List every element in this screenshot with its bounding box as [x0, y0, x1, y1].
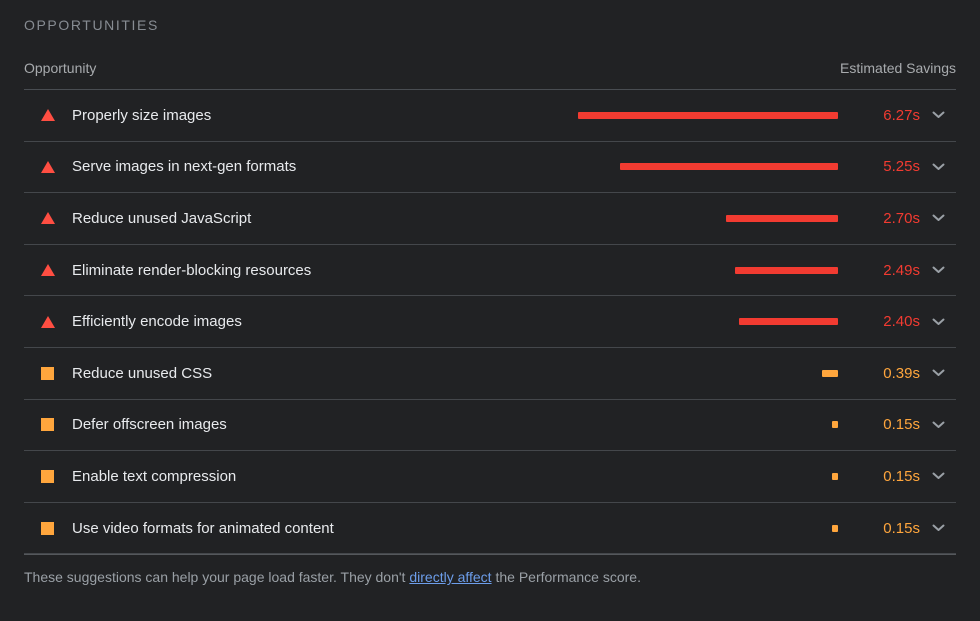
opportunity-row[interactable]: Serve images in next-gen formats 5.25s: [24, 142, 956, 194]
severity-icon-cell: [24, 212, 72, 225]
opportunities-section: OPPORTUNITIES Opportunity Estimated Savi…: [0, 17, 980, 621]
expand-toggle[interactable]: [920, 369, 956, 377]
expand-toggle[interactable]: [920, 266, 956, 274]
savings-value: 2.70s: [883, 209, 920, 227]
opportunity-row[interactable]: Enable text compression 0.15s: [24, 451, 956, 503]
opportunity-row[interactable]: Efficiently encode images 2.40s: [24, 296, 956, 348]
expand-toggle[interactable]: [920, 524, 956, 532]
savings-bar: [821, 369, 838, 377]
footnote: These suggestions can help your page loa…: [24, 554, 956, 585]
footnote-text-after: the Performance score.: [491, 569, 641, 586]
triangle-icon: [41, 264, 55, 277]
chevron-down-icon: [932, 163, 944, 170]
severity-icon-cell: [24, 366, 72, 380]
savings-bar-track: [578, 318, 838, 326]
chevron-down-icon: [932, 318, 944, 325]
severity-icon-cell: [24, 521, 72, 535]
savings-bar: [831, 524, 838, 532]
savings-bar-track: [578, 214, 838, 222]
expand-toggle[interactable]: [920, 421, 956, 429]
opportunity-label: Properly size images: [72, 106, 212, 124]
column-header-estimated-savings: Estimated Savings: [840, 60, 956, 76]
savings-bar: [578, 111, 838, 119]
expand-toggle[interactable]: [920, 214, 956, 222]
savings-bar-track: [578, 111, 838, 119]
expand-toggle[interactable]: [920, 318, 956, 326]
severity-icon-cell: [24, 264, 72, 277]
savings-bar: [738, 318, 838, 326]
severity-icon-cell: [24, 418, 72, 432]
expand-toggle[interactable]: [920, 472, 956, 480]
opportunity-label: Defer offscreen images: [72, 416, 227, 434]
severity-icon-cell: [24, 469, 72, 483]
triangle-icon: [41, 315, 55, 328]
savings-bar-track: [578, 421, 838, 429]
opportunity-label: Use video formats for animated content: [72, 519, 334, 537]
savings-value: 2.49s: [883, 261, 920, 279]
table-header-row: Opportunity Estimated Savings: [24, 60, 956, 90]
savings-bar-track: [578, 472, 838, 480]
severity-icon-cell: [24, 315, 72, 328]
savings-bar-track: [578, 369, 838, 377]
footnote-text-before: These suggestions can help your page loa…: [24, 569, 410, 586]
directly-affect-link[interactable]: directly affect: [409, 569, 492, 586]
opportunity-row[interactable]: Use video formats for animated content 0…: [24, 503, 956, 555]
savings-value: 0.15s: [883, 467, 920, 485]
chevron-down-icon: [932, 111, 944, 119]
savings-bar-track: [578, 163, 838, 171]
chevron-down-icon: [932, 421, 944, 428]
triangle-icon: [41, 109, 55, 122]
square-icon: [41, 366, 54, 380]
savings-bar: [620, 163, 838, 171]
opportunities-list: Properly size images 6.27s Serve images …: [24, 90, 956, 555]
opportunity-label: Reduce unused CSS: [72, 364, 213, 382]
savings-value: 6.27s: [883, 106, 920, 124]
savings-value: 0.15s: [883, 416, 920, 434]
savings-bar: [734, 266, 838, 274]
opportunity-label: Serve images in next-gen formats: [72, 158, 297, 176]
chevron-down-icon: [932, 472, 944, 480]
chevron-down-icon: [932, 524, 944, 532]
savings-bar: [726, 214, 838, 222]
chevron-down-icon: [932, 214, 944, 222]
savings-value: 0.15s: [883, 519, 920, 537]
square-icon: [41, 469, 54, 483]
opportunity-row[interactable]: Reduce unused CSS 0.39s: [24, 348, 956, 400]
square-icon: [41, 418, 54, 432]
savings-bar-track: [578, 524, 838, 532]
severity-icon-cell: [24, 109, 72, 122]
expand-toggle[interactable]: [920, 163, 956, 171]
column-header-opportunity: Opportunity: [24, 60, 97, 76]
savings-bar-track: [578, 266, 838, 274]
section-title: OPPORTUNITIES: [24, 17, 159, 33]
savings-value: 2.40s: [883, 313, 920, 331]
savings-bar: [831, 421, 838, 429]
opportunity-row[interactable]: Properly size images 6.27s: [24, 90, 956, 142]
opportunity-label: Reduce unused JavaScript: [72, 209, 252, 227]
opportunity-label: Enable text compression: [72, 467, 237, 485]
severity-icon-cell: [24, 160, 72, 173]
opportunity-label: Eliminate render-blocking resources: [72, 261, 312, 279]
triangle-icon: [41, 160, 55, 173]
opportunity-label: Efficiently encode images: [72, 313, 242, 331]
chevron-down-icon: [932, 266, 944, 274]
chevron-down-icon: [932, 369, 944, 377]
triangle-icon: [41, 212, 55, 225]
opportunity-row[interactable]: Reduce unused JavaScript 2.70s: [24, 193, 956, 245]
opportunity-row[interactable]: Defer offscreen images 0.15s: [24, 400, 956, 452]
expand-toggle[interactable]: [920, 111, 956, 119]
opportunity-row[interactable]: Eliminate render-blocking resources 2.49…: [24, 245, 956, 297]
savings-bar: [831, 472, 838, 480]
square-icon: [41, 521, 54, 535]
savings-value: 5.25s: [883, 158, 920, 176]
savings-value: 0.39s: [883, 364, 920, 382]
